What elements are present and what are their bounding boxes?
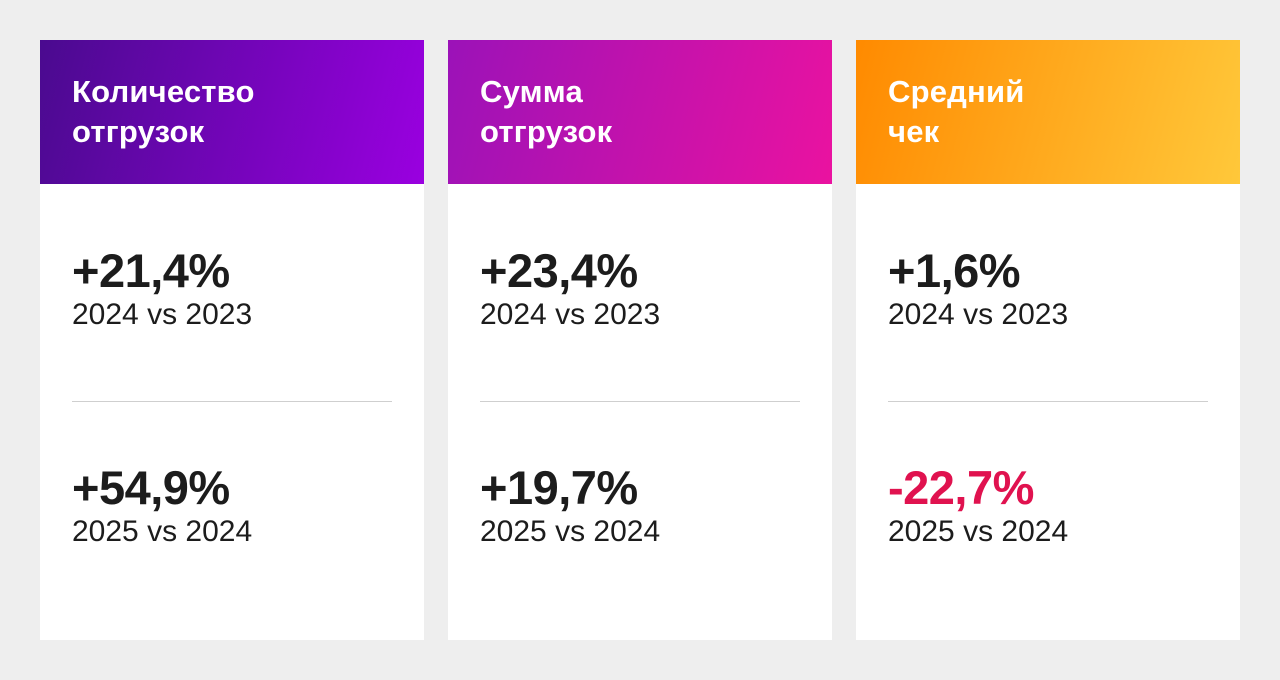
metric-2025-vs-2024: -22,7% 2025 vs 2024 [888, 462, 1218, 550]
metric-caption: 2025 vs 2024 [888, 515, 1069, 548]
metric-value: -22,7% [888, 461, 1034, 514]
metric-caption: 2024 vs 2023 [480, 298, 661, 331]
metric-value: +23,4% [480, 244, 638, 297]
card-average-check: Средний чек +1,6% 2024 vs 2023 -22,7% 20… [856, 40, 1240, 640]
metric-value: +54,9% [72, 461, 230, 514]
card-title: Средний чек [888, 74, 1025, 149]
metric-caption: 2024 vs 2023 [888, 298, 1069, 331]
metric-2025-vs-2024: +54,9% 2025 vs 2024 [72, 462, 402, 550]
card-title: Количество отгрузок [72, 74, 255, 149]
metric-value: +21,4% [72, 244, 230, 297]
metric-caption: 2024 vs 2023 [72, 298, 253, 331]
card-header: Средний чек [856, 40, 1240, 184]
metric-2024-vs-2023: +23,4% 2024 vs 2023 [480, 245, 810, 333]
metric-2024-vs-2023: +1,6% 2024 vs 2023 [888, 245, 1218, 333]
metric-caption: 2025 vs 2024 [72, 515, 253, 548]
card-shipment-count: Количество отгрузок +21,4% 2024 vs 2023 … [40, 40, 424, 640]
divider [480, 401, 800, 402]
metric-value: +19,7% [480, 461, 638, 514]
divider [72, 401, 392, 402]
divider [888, 401, 1208, 402]
card-shipment-sum: Сумма отгрузок +23,4% 2024 vs 2023 +19,7… [448, 40, 832, 640]
card-header: Количество отгрузок [40, 40, 424, 184]
metric-2024-vs-2023: +21,4% 2024 vs 2023 [72, 245, 402, 333]
card-header: Сумма отгрузок [448, 40, 832, 184]
metric-2025-vs-2024: +19,7% 2025 vs 2024 [480, 462, 810, 550]
metric-value: +1,6% [888, 244, 1021, 297]
metric-caption: 2025 vs 2024 [480, 515, 661, 548]
card-title: Сумма отгрузок [480, 74, 613, 149]
